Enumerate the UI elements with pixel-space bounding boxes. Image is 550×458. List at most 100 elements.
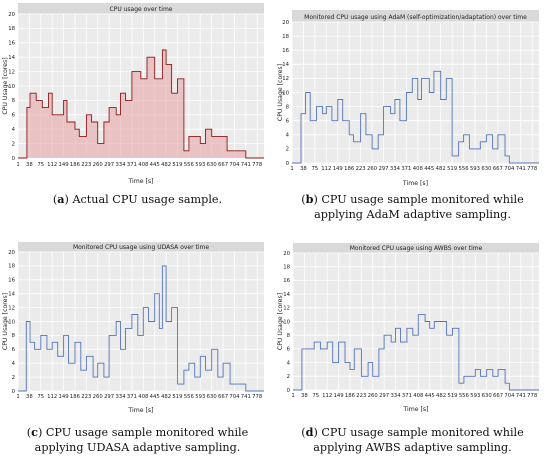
chart-c-ytick-6: 6 [12,347,16,353]
chart-b-xtick-778: 778 [527,166,538,172]
chart-b-ytick-14: 14 [282,62,289,68]
chart-b-title-bar [292,10,539,22]
chart-a-xtick-223: 223 [81,162,91,168]
chart-a-ylabel: CPU Usage [cores] [2,57,9,114]
chart-b-xtick-704: 704 [504,166,515,172]
chart-c-xtick-334: 334 [115,394,126,400]
chart-d-xtick-630: 630 [482,393,493,399]
chart-a-xtick-667: 667 [218,162,228,168]
chart-c-xtick-223: 223 [81,394,91,400]
caption-c-label: c [31,425,38,439]
chart-c-xtick-1: 1 [16,394,19,400]
chart-c-ytick-0: 0 [12,389,16,395]
chart-c-ytick-18: 18 [8,264,15,270]
chart-d-xtick-186: 186 [345,393,356,399]
chart-a-xtick-149: 149 [59,162,69,168]
chart-c-series-line [18,265,264,392]
chart-c-ytick-12: 12 [8,305,15,311]
chart-c-xtick-260: 260 [93,394,104,400]
chart-d-ytick-20: 20 [283,251,290,257]
chart-d-xtick-704: 704 [504,393,515,399]
chart-b-xtick-371: 371 [401,166,411,172]
chart-c-xtick-297: 297 [104,394,114,400]
chart-a-xtick-75: 75 [37,162,44,168]
chart-panel-d: Monitored CPU usage using AWBS over time… [275,229,550,458]
chart-c-xtick-630: 630 [207,394,218,400]
chart-d-xtick-593: 593 [470,393,480,399]
chart-d-ytick-16: 16 [283,278,290,284]
chart-b-title: Monitored CPU usage using AdaM (self-opt… [304,14,527,21]
chart-c-xlabel: Time [s] [127,407,153,414]
caption-b-label: b [305,192,314,206]
chart-c-xtick-75: 75 [37,394,44,400]
chart-b-ytick-16: 16 [282,48,289,54]
chart-c-ytick-16: 16 [8,278,15,284]
chart-a-ytick-6: 6 [12,113,16,119]
chart-c-ytick-8: 8 [12,333,16,339]
chart-b-xtick-593: 593 [470,166,480,172]
chart-d-xtick-1: 1 [291,393,294,399]
chart-d-xtick-112: 112 [322,393,332,399]
chart-b-xtick-75: 75 [312,166,319,172]
chart-c-xtick-667: 667 [218,394,228,400]
chart-d-xtick-149: 149 [334,393,344,399]
chart-b-xtick-667: 667 [493,166,503,172]
chart-a-ytick-10: 10 [8,84,15,90]
chart-c-xtick-186: 186 [70,394,81,400]
chart-a-xtick-741: 741 [241,162,251,168]
chart-d-xtick-38: 38 [301,393,308,399]
caption-d: (d) CPU usage sample monitored while app… [301,425,524,454]
chart-d-ytick-10: 10 [283,319,290,325]
chart-c-xtick-445: 445 [150,394,160,400]
chart-a-xtick-778: 778 [252,162,263,168]
chart-a-xtick-112: 112 [47,162,57,168]
chart-a-series-line [18,49,264,159]
chart-d-xtick-297: 297 [379,393,389,399]
chart-a-ytick-16: 16 [8,41,15,47]
chart-d-xtick-741: 741 [516,393,526,399]
chart-a-ytick-4: 4 [12,127,16,133]
chart-d-ytick-14: 14 [283,292,290,298]
chart-b-ytick-12: 12 [282,76,289,82]
chart-b-ytick-0: 0 [286,161,290,167]
chart-b-xtick-556: 556 [459,166,470,172]
caption-c-text: CPU usage sample monitored while applyin… [34,426,249,454]
chart-a-xtick-334: 334 [115,162,126,168]
chart-a: CPU usage over time 0 2 4 6 8 10 12 14 16 18 20 1 38 7… [2,3,264,185]
chart-d-xtick-778: 778 [527,393,538,399]
chart-a-ytick-20: 20 [8,12,15,18]
chart-a-ytick-12: 12 [8,69,15,75]
chart-d-xtick-371: 371 [402,393,412,399]
chart-b-xtick-445: 445 [424,166,434,172]
chart-d-ytick-8: 8 [287,333,291,339]
chart-d-ytick-0: 0 [287,388,291,394]
chart-a-xtick-1: 1 [16,162,19,168]
chart-d-ytick-4: 4 [287,360,291,366]
chart-d-xtick-445: 445 [425,393,435,399]
chart-d-xtick-482: 482 [436,393,446,399]
chart-c-ytick-20: 20 [8,250,15,256]
chart-c-xtick-149: 149 [59,394,69,400]
chart-c-xtick-704: 704 [229,394,240,400]
chart-c-xtick-38: 38 [26,394,33,400]
chart-a-xtick-556: 556 [184,162,195,168]
chart-a-xtick-482: 482 [161,162,171,168]
chart-d-title-bar [293,243,539,253]
chart-b-ytick-18: 18 [282,34,289,40]
chart-c-ytick-4: 4 [12,361,16,367]
chart-c-xtick-778: 778 [252,394,263,400]
chart-a-xtick-704: 704 [229,162,240,168]
chart-d-xtick-260: 260 [368,393,379,399]
chart-a-ytick-14: 14 [8,55,15,61]
chart-a-xtick-408: 408 [138,162,149,168]
chart-b-xtick-186: 186 [344,166,355,172]
chart-a-xtick-445: 445 [150,162,160,168]
chart-panel-a: CPU usage over time 0 2 4 6 8 10 12 14 16 18 20 1 38 7… [0,0,275,229]
chart-a-xtick-297: 297 [104,162,114,168]
chart-a-xtick-186: 186 [70,162,81,168]
chart-b-xtick-1: 1 [290,166,293,172]
chart-b-xlabel: Time [s] [402,180,428,187]
caption-a-label: a [57,192,65,206]
chart-c-xtick-112: 112 [47,394,57,400]
chart-a-xtick-38: 38 [26,162,33,168]
